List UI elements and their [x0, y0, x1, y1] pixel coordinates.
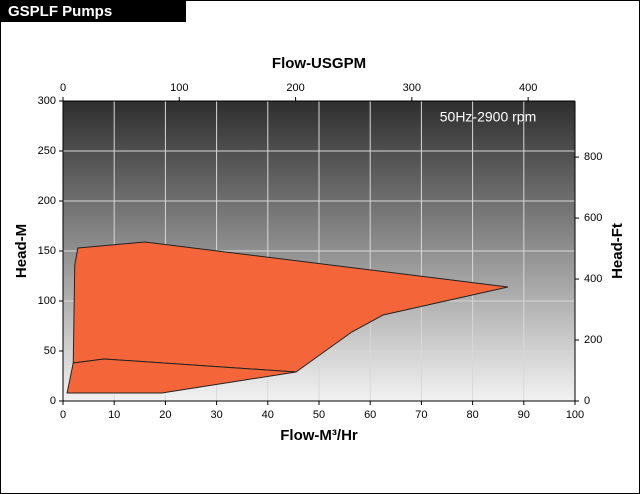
x2-tick-label: 0 — [60, 82, 66, 94]
annotation: 50Hz-2900 rpm — [440, 109, 537, 125]
y2-tick-label: 600 — [584, 212, 602, 224]
x-tick-label: 50 — [313, 409, 325, 421]
y2-axis-title: Head-Ft — [609, 223, 626, 279]
y-tick-label: 250 — [38, 145, 56, 157]
y2-tick-label: 200 — [584, 334, 602, 346]
x2-axis-title: Flow-USGPM — [272, 55, 366, 72]
area — [72, 241, 509, 373]
x-tick-label: 10 — [108, 409, 120, 421]
y-tick-label: 100 — [38, 295, 56, 307]
x2-tick-label: 100 — [170, 82, 188, 94]
x-tick-label: 80 — [466, 409, 478, 421]
y2-tick-label: 800 — [584, 151, 602, 163]
y2-tick-label: 400 — [584, 273, 602, 285]
y2-tick-label: 0 — [584, 395, 590, 407]
x-tick-label: 100 — [566, 409, 584, 421]
y-tick-label: 150 — [38, 245, 56, 257]
y-tick-label: 0 — [50, 395, 56, 407]
y-axis-title: Head-M — [13, 224, 30, 278]
x-tick-label: 70 — [415, 409, 427, 421]
y-tick-label: 50 — [44, 345, 56, 357]
x-tick-label: 90 — [518, 409, 530, 421]
area — [66, 358, 297, 394]
x2-tick-label: 300 — [403, 82, 421, 94]
y-tick-label: 300 — [38, 95, 56, 107]
x2-tick-label: 200 — [286, 82, 304, 94]
y-tick-label: 200 — [38, 195, 56, 207]
x-axis-title: Flow-M³/Hr — [280, 427, 358, 444]
x2-tick-label: 400 — [519, 82, 537, 94]
x-tick-label: 40 — [262, 409, 274, 421]
header-bar — [0, 0, 186, 22]
x-tick-label: 0 — [60, 409, 66, 421]
x-tick-label: 20 — [159, 409, 171, 421]
x-tick-label: 60 — [364, 409, 376, 421]
header-title: GSPLF Pumps — [8, 3, 112, 20]
x-tick-label: 30 — [210, 409, 222, 421]
